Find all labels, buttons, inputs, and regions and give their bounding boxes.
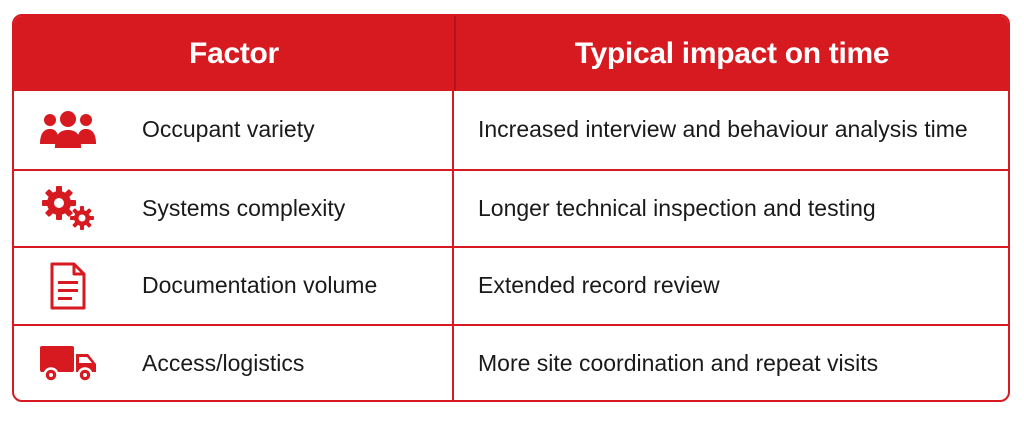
table-header-row: Factor Typical impact on time (14, 16, 1008, 91)
table-row: Documentation volume Extended record rev… (14, 246, 1008, 324)
header-factor: Factor (14, 16, 456, 91)
factor-cell: Access/logistics (14, 325, 454, 400)
impact-cell: Longer technical inspection and testing (478, 194, 876, 221)
impact-cell: Extended record review (478, 272, 720, 299)
table-row: Access/logistics More site coordination … (14, 323, 1008, 400)
factor-label: Access/logistics (142, 349, 305, 376)
document-icon (38, 261, 98, 311)
gears-icon (38, 185, 98, 231)
impact-table: Factor Typical impact on time Occupant v… (12, 14, 1010, 402)
factor-label: Occupant variety (142, 116, 315, 143)
truck-icon (38, 342, 98, 384)
people-icon (38, 110, 98, 150)
impact-cell: More site coordination and repeat visits (478, 349, 879, 376)
table-body: Occupant variety Increased interview and… (14, 91, 1008, 400)
impact-cell: Increased interview and behaviour analys… (478, 116, 968, 143)
factor-label: Systems complexity (142, 194, 346, 221)
table-row: Systems complexity Longer technical insp… (14, 168, 1008, 246)
factor-label: Documentation volume (142, 272, 378, 299)
factor-cell: Documentation volume (14, 248, 454, 324)
table-row: Occupant variety Increased interview and… (14, 91, 1008, 169)
factor-cell: Occupant variety (14, 91, 454, 169)
factor-cell: Systems complexity (14, 170, 454, 246)
header-impact: Typical impact on time (574, 36, 890, 70)
